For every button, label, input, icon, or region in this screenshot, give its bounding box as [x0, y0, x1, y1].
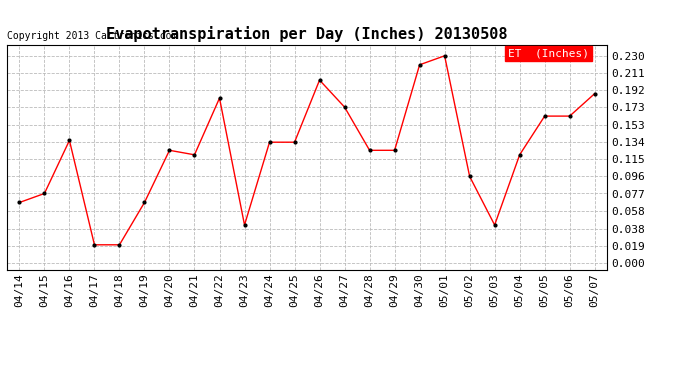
- Text: ET  (Inches): ET (Inches): [508, 48, 589, 58]
- Text: Copyright 2013 Cartronics.com: Copyright 2013 Cartronics.com: [7, 32, 177, 41]
- Title: Evapotranspiration per Day (Inches) 20130508: Evapotranspiration per Day (Inches) 2013…: [106, 27, 508, 42]
